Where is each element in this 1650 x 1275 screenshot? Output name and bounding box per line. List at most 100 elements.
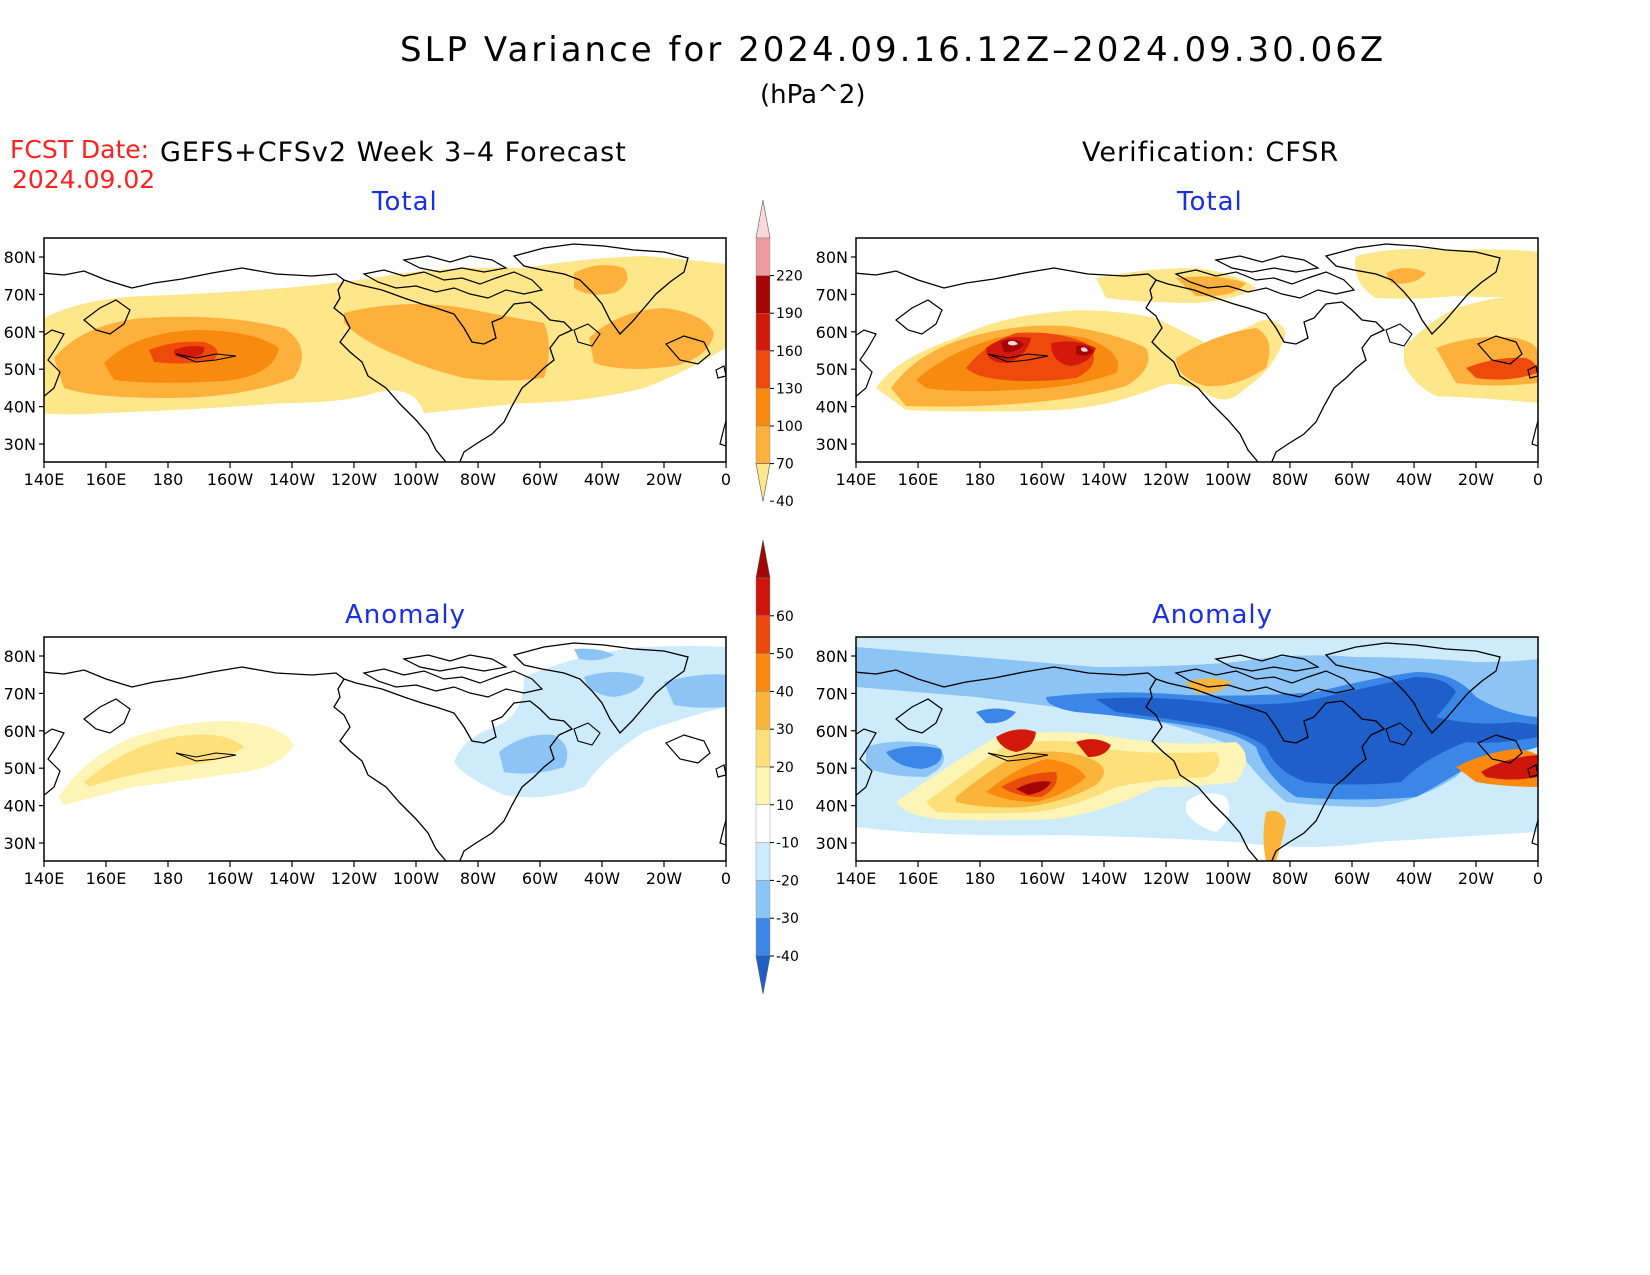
shading-130-160-atlantic: [1466, 357, 1538, 380]
lon-label-verification-anomaly: 40W: [1396, 869, 1432, 888]
shading-190-220-a: [1001, 339, 1024, 353]
lon-label-verification-total: 60W: [1334, 470, 1370, 489]
lat-label-verification-total: 50N: [816, 360, 848, 379]
verification-header: Verification: CFSR: [1082, 137, 1340, 168]
lon-label-forecast-total: 60W: [522, 470, 558, 489]
lat-label-verification-anomaly: 60N: [816, 722, 848, 741]
lat-label-forecast-total: 80N: [4, 248, 36, 267]
lat-label-verification-anomaly: 50N: [816, 759, 848, 778]
colorbar-label: 30: [776, 722, 794, 738]
colorbar-label: 40: [776, 494, 794, 510]
colorbar-box: [755, 237, 771, 276]
colorbar-label: -10: [776, 836, 799, 852]
lon-label-verification-anomaly: 140W: [1081, 869, 1128, 888]
lat-label-forecast-anomaly: 50N: [4, 759, 36, 778]
figure-title: SLP Variance for 2024.09.16.12Z–2024.09.…: [400, 30, 1387, 70]
shading-70-100-atlantic: [589, 308, 714, 369]
lon-label-verification-anomaly: 160E: [898, 869, 939, 888]
lon-label-verification-total: 180: [965, 470, 996, 489]
lon-label-verification-total: 140E: [836, 470, 877, 489]
lat-label-verification-total: 60N: [816, 323, 848, 342]
colorbar-label: 190: [776, 306, 803, 322]
colorbar-anomaly: -40 -30 -20 -10 10 20 30 40 50 60: [755, 539, 799, 995]
shading-70-100-canada: [344, 304, 549, 381]
lat-label-verification-anomaly: 80N: [816, 647, 848, 666]
colorbar-label: -30: [776, 911, 799, 927]
colorbar-arrow-top: [755, 539, 771, 579]
colorbar-total: 40 70 100 130 160 190 220: [755, 199, 803, 510]
lon-label-forecast-anomaly: 0: [721, 869, 731, 888]
panel-title-forecast-anomaly: Anomaly: [345, 600, 467, 630]
lon-label-forecast-anomaly: 60W: [522, 869, 558, 888]
lon-label-forecast-anomaly: 80W: [460, 869, 496, 888]
fcst-date-label: FCST Date:: [10, 135, 150, 164]
shading-pos-20-30: [84, 734, 244, 787]
shading-70-100-arctic: [1176, 276, 1246, 297]
shading-220-plus-b: [1081, 347, 1088, 352]
lon-label-verification-anomaly: 140E: [836, 869, 877, 888]
colorbar-box: [755, 577, 771, 616]
lon-label-verification-total: 0: [1533, 470, 1543, 489]
colorbar-label: -40: [776, 949, 799, 965]
panel-title-verification-total: Total: [1177, 187, 1243, 217]
lon-label-forecast-total: 160E: [86, 470, 127, 489]
lon-label-verification-anomaly: 0: [1533, 869, 1543, 888]
colorbar-label: 10: [776, 798, 794, 814]
lat-label-forecast-anomaly: 30N: [4, 834, 36, 853]
lon-label-verification-anomaly: 60W: [1334, 869, 1370, 888]
colorbar-box: [755, 842, 771, 881]
figure-units: (hPa^2): [760, 80, 866, 110]
lon-label-verification-total: 20W: [1458, 470, 1494, 489]
shading-pos-aleutian: [996, 729, 1036, 752]
shading-white-center: [1186, 793, 1230, 832]
lon-label-forecast-total: 180: [153, 470, 184, 489]
lon-label-verification-anomaly: 20W: [1458, 869, 1494, 888]
lon-label-verification-total: 160E: [898, 470, 939, 489]
shading-neg-40-below: [1096, 677, 1538, 785]
colorbar-box: [755, 804, 771, 843]
lat-label-verification-anomaly: 70N: [816, 684, 848, 703]
map-verification-anomaly: [855, 636, 1539, 862]
colorbar-box: [755, 312, 771, 351]
lon-label-verification-anomaly: 160W: [1019, 869, 1066, 888]
shading-220-plus-a: [1008, 340, 1018, 346]
lat-label-forecast-total: 30N: [4, 435, 36, 454]
lat-label-verification-total: 30N: [816, 435, 848, 454]
map-forecast-total: [43, 237, 727, 463]
colorbar-box: [755, 728, 771, 768]
lon-label-verification-total: 160W: [1019, 470, 1066, 489]
lat-label-forecast-anomaly: 80N: [4, 647, 36, 666]
lon-label-forecast-total: 140E: [24, 470, 65, 489]
colorbar-arrow-bottom: [755, 463, 771, 502]
lat-label-verification-total: 80N: [816, 248, 848, 267]
lon-label-verification-total: 100W: [1205, 470, 1252, 489]
shading-pos-gulf-alaska: [1076, 739, 1111, 757]
lat-label-forecast-anomaly: 40N: [4, 797, 36, 816]
colorbar-box: [755, 388, 771, 427]
lon-label-forecast-total: 20W: [646, 470, 682, 489]
lon-label-verification-total: 80W: [1272, 470, 1308, 489]
lon-label-verification-anomaly: 100W: [1205, 869, 1252, 888]
colorbar-label: 70: [776, 457, 794, 473]
lon-label-forecast-anomaly: 140W: [269, 869, 316, 888]
shading-neg-20-30-labrador: [499, 734, 568, 774]
lon-label-forecast-anomaly: 140E: [24, 869, 65, 888]
panel-title-forecast-total: Total: [372, 187, 438, 217]
lat-label-verification-total: 70N: [816, 285, 848, 304]
lon-label-forecast-total: 140W: [269, 470, 316, 489]
colorbar-box: [755, 691, 771, 730]
lat-label-forecast-total: 70N: [4, 285, 36, 304]
lat-label-forecast-anomaly: 60N: [4, 722, 36, 741]
map-forecast-anomaly: [43, 636, 727, 862]
shading-neg-20-30-atlantic: [664, 674, 726, 708]
shading-neg-30-40-west: [886, 746, 942, 769]
lon-label-forecast-anomaly: 160E: [86, 869, 127, 888]
lon-label-forecast-anomaly: 40W: [584, 869, 620, 888]
lon-label-verification-total: 140W: [1081, 470, 1128, 489]
colorbar-box: [755, 350, 771, 389]
colorbar-box: [755, 918, 771, 957]
colorbar-label: 100: [776, 419, 803, 435]
shading-white-south: [856, 827, 1538, 861]
colorbar-box: [755, 653, 771, 692]
